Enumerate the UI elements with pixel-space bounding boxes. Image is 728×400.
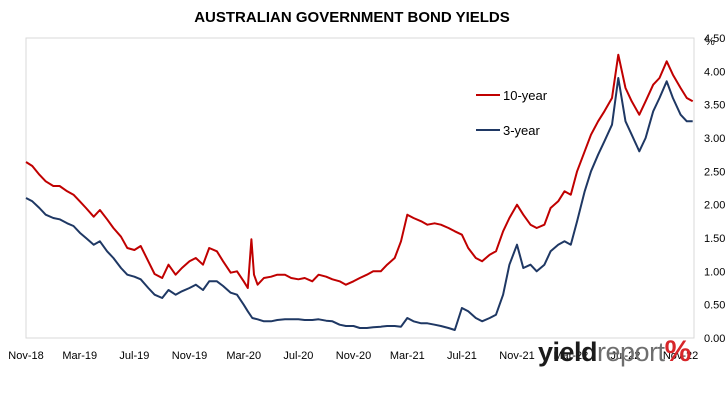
- y-tick-label: 3.00: [704, 133, 725, 145]
- y-tick-label: 2.00: [704, 200, 725, 212]
- x-tick-label: Jul-20: [283, 350, 313, 362]
- y-tick-label: 0.50: [704, 300, 725, 312]
- y-axis-unit-label: %: [705, 36, 715, 48]
- series-line-3-year: [25, 77, 693, 331]
- x-tick-label: Jul-21: [447, 350, 477, 362]
- x-tick-label: Nov-18: [8, 350, 43, 362]
- legend-label: 3-year: [503, 123, 541, 138]
- x-tick-label: Mar-21: [390, 350, 425, 362]
- y-tick-label: 2.50: [704, 166, 725, 178]
- x-tick-label: Nov-20: [336, 350, 371, 362]
- x-axis-ticks: Nov-18 Mar-19 Jul-19 Nov-19 Mar-20 Jul-20 Nov-…: [8, 350, 698, 362]
- x-tick-label: Jul-19: [119, 350, 149, 362]
- chart-title: AUSTRALIAN GOVERNMENT BOND YIELDS: [194, 9, 510, 26]
- series-line-10-year: [25, 53, 694, 289]
- y-tick-label: 3.50: [704, 100, 725, 112]
- y-tick-label: 1.00: [704, 266, 725, 278]
- legend-label: 10-year: [503, 88, 548, 103]
- x-tick-label: Nov-22: [663, 350, 698, 362]
- plot-area: [25, 37, 695, 339]
- x-tick-label: Nov-19: [172, 350, 207, 362]
- legend: 10-year 3-year: [476, 88, 548, 138]
- y-tick-label: 4.00: [704, 66, 725, 78]
- y-axis-ticks: 0.00 0.50 1.00 1.50 2.00 2.50 3.00 3.50 4.00 4.50: [704, 33, 725, 345]
- x-tick-label: Mar-22: [553, 350, 588, 362]
- x-tick-label: Mar-20: [226, 350, 261, 362]
- series-layer: [25, 53, 694, 331]
- x-tick-label: Mar-19: [62, 350, 97, 362]
- x-tick-label: Nov-21: [499, 350, 534, 362]
- y-tick-label: 4.50: [704, 33, 725, 45]
- yieldreport-logo: yieldreport%: [538, 335, 691, 368]
- y-tick-label: 1.50: [704, 233, 725, 245]
- y-tick-label: 0.00: [704, 333, 725, 345]
- x-tick-label: Jul-22: [610, 350, 640, 362]
